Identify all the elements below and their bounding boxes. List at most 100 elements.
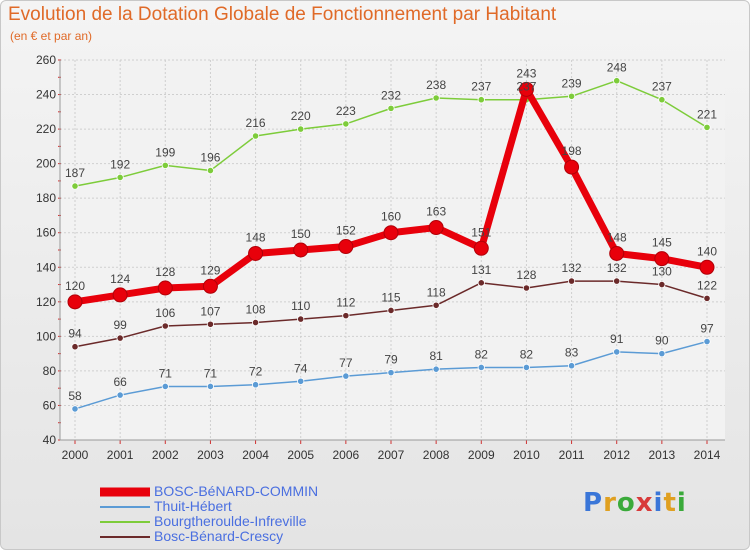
y-tick-label: 40 xyxy=(43,433,57,447)
data-point xyxy=(297,315,305,323)
data-label: 239 xyxy=(562,76,582,90)
series-3 xyxy=(71,277,711,351)
data-point xyxy=(699,259,715,275)
x-tick-label: 2013 xyxy=(649,448,676,462)
data-label: 192 xyxy=(110,157,130,171)
data-point xyxy=(609,245,625,261)
data-point xyxy=(161,322,169,330)
data-label: 128 xyxy=(516,268,536,282)
legend-swatch-bourgtheroulde-infreville xyxy=(100,520,150,523)
logo-letter: i xyxy=(676,488,687,518)
data-point xyxy=(387,104,395,112)
logo-letter: r xyxy=(603,488,617,518)
data-label: 66 xyxy=(113,375,127,389)
data-label: 187 xyxy=(65,166,85,180)
data-label: 124 xyxy=(110,272,130,286)
data-point xyxy=(206,382,215,391)
series-1 xyxy=(71,337,711,413)
data-point xyxy=(518,81,534,97)
y-tick-label: 120 xyxy=(36,295,56,309)
data-label: 112 xyxy=(336,296,355,310)
data-point xyxy=(71,182,79,190)
data-point xyxy=(116,391,124,399)
data-point xyxy=(658,350,666,358)
data-point xyxy=(567,362,576,370)
data-label: 72 xyxy=(249,365,263,379)
proxiti-logo: Proxiti xyxy=(583,488,687,518)
data-point xyxy=(658,96,666,104)
data-point xyxy=(206,320,215,328)
y-tick-label: 140 xyxy=(36,260,56,274)
data-point xyxy=(432,365,440,373)
data-label: 129 xyxy=(200,263,220,277)
x-tick-label: 2010 xyxy=(513,448,540,462)
data-label: 238 xyxy=(426,78,446,92)
data-label: 145 xyxy=(652,236,672,250)
data-label: 140 xyxy=(697,244,717,258)
chart-title: Evolution de la Dotation Globale de Fonc… xyxy=(8,4,557,25)
logo-letter: x xyxy=(635,488,654,518)
data-label: 248 xyxy=(607,61,627,75)
data-label: 232 xyxy=(381,88,401,102)
x-tick-label: 2001 xyxy=(107,448,134,462)
y-tick-label: 240 xyxy=(36,88,56,102)
data-point xyxy=(251,318,260,327)
data-label: 199 xyxy=(155,145,175,159)
data-label: 108 xyxy=(246,303,266,317)
y-tick-label: 220 xyxy=(36,122,56,136)
legend-swatch-bosc-benard-crescy xyxy=(100,535,150,538)
data-label: 110 xyxy=(291,299,310,313)
x-tick-label: 2009 xyxy=(468,448,495,462)
x-tick-label: 2002 xyxy=(152,448,179,462)
data-label: 237 xyxy=(471,80,491,94)
x-tick-label: 2005 xyxy=(287,448,314,462)
data-point xyxy=(387,306,395,315)
data-label: 196 xyxy=(200,151,220,165)
data-point xyxy=(477,96,485,104)
series-0 xyxy=(67,81,715,310)
x-tick-label: 2012 xyxy=(603,448,630,462)
data-label: 148 xyxy=(246,230,266,244)
legend-item-bourgtheroulde-infreville: Bourgtheroulde-Infreville xyxy=(100,514,318,529)
legend-label-bosc-benard-commin: BOSC-BéNARD-COMMIN xyxy=(154,483,319,499)
data-label: 83 xyxy=(565,346,579,360)
data-point xyxy=(613,348,621,356)
data-label: 120 xyxy=(65,279,85,293)
data-point xyxy=(432,94,440,102)
data-label: 150 xyxy=(291,227,311,241)
data-label: 198 xyxy=(562,144,582,158)
data-point xyxy=(71,405,79,413)
plot-area xyxy=(60,60,725,440)
data-point xyxy=(112,287,128,303)
data-label: 237 xyxy=(652,80,672,94)
y-tick-label: 160 xyxy=(36,226,56,240)
data-label: 130 xyxy=(652,265,672,279)
data-label: 220 xyxy=(291,109,311,123)
data-point xyxy=(428,220,444,236)
data-point xyxy=(157,280,173,296)
data-point xyxy=(71,343,79,351)
data-point xyxy=(567,277,576,285)
data-point xyxy=(383,225,399,241)
legend-item-bosc-benard-crescy: Bosc-Bénard-Crescy xyxy=(100,529,318,544)
data-label: 237 xyxy=(516,80,536,94)
data-point xyxy=(202,278,218,294)
data-point xyxy=(432,301,440,309)
data-point xyxy=(703,294,711,302)
data-label: 216 xyxy=(246,116,266,130)
data-point xyxy=(338,239,354,255)
x-tick-label: 2014 xyxy=(694,448,721,462)
data-label: 82 xyxy=(475,347,489,361)
legend-swatch-thuit-hebert xyxy=(100,505,150,508)
data-point xyxy=(297,377,305,385)
data-point xyxy=(477,279,485,287)
data-point xyxy=(342,120,350,128)
x-tick-label: 2011 xyxy=(559,448,585,462)
data-point xyxy=(342,312,350,320)
data-label: 118 xyxy=(427,285,446,299)
data-label: 131 xyxy=(471,263,491,277)
legend-label-bosc-benard-crescy: Bosc-Bénard-Crescy xyxy=(154,528,284,544)
data-label: 163 xyxy=(426,205,446,219)
x-tick-label: 2008 xyxy=(423,448,450,462)
